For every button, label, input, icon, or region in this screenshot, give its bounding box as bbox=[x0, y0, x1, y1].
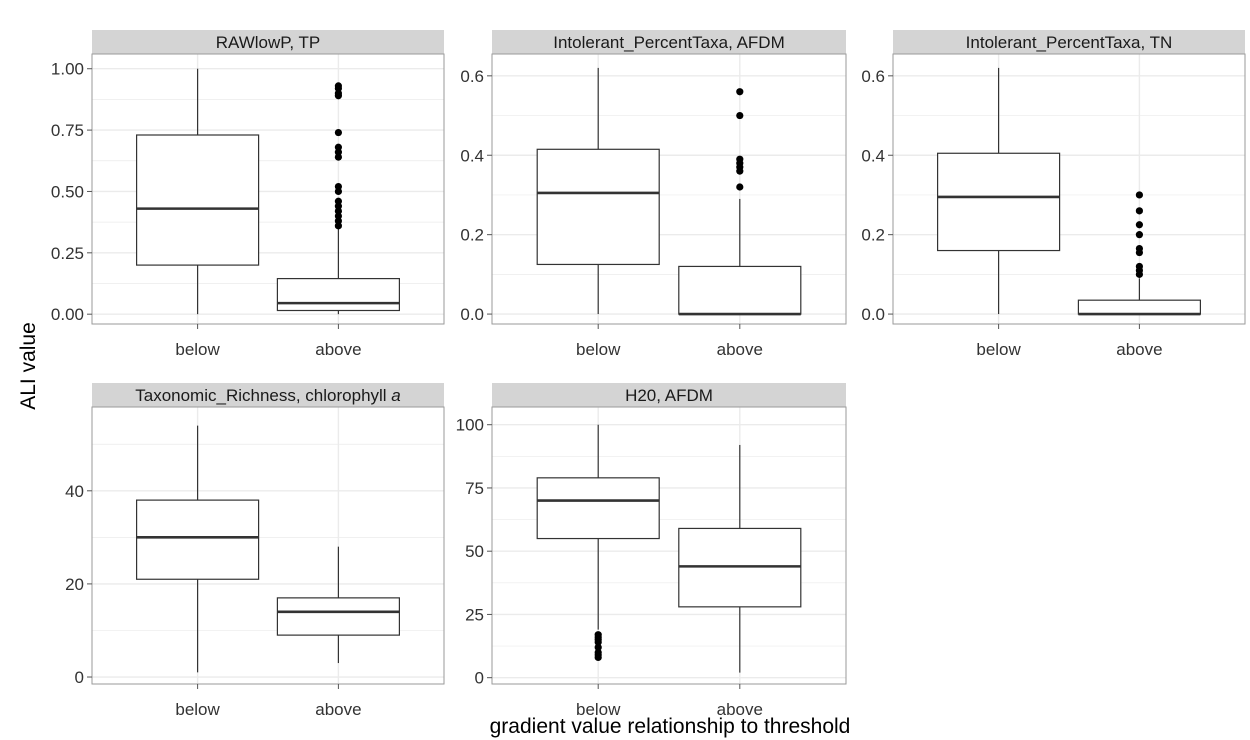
facet-strip bbox=[92, 383, 444, 407]
y-tick-label: 100 bbox=[456, 416, 484, 435]
outlier-point bbox=[334, 128, 342, 137]
outlier-point bbox=[1135, 207, 1143, 215]
x-tick-label: below bbox=[576, 700, 621, 719]
panel-border bbox=[491, 53, 847, 325]
y-tick-label: 0.25 bbox=[51, 244, 84, 263]
boxplot-above bbox=[1077, 191, 1202, 316]
y-tick-label: 25 bbox=[465, 605, 484, 624]
facet-strip bbox=[893, 30, 1245, 54]
panel-border bbox=[91, 406, 445, 685]
y-tick-label: 0 bbox=[75, 668, 84, 687]
facet-panel: RAWlowP, TP 0.00 0.25 0.50 0.75 1.00 below abov… bbox=[51, 30, 445, 359]
outlier-point bbox=[736, 155, 744, 163]
outlier-point bbox=[1135, 262, 1143, 271]
x-tick-label: below bbox=[175, 340, 220, 359]
box-body bbox=[136, 134, 260, 266]
box-body bbox=[1077, 299, 1202, 315]
y-axis-label: ALI value bbox=[17, 322, 40, 410]
y-tick-label: 0.0 bbox=[460, 305, 484, 324]
outlier-point bbox=[334, 82, 342, 90]
box-body bbox=[536, 148, 660, 266]
panel-border bbox=[892, 53, 1246, 325]
facet-panel: Intolerant_PercentTaxa, AFDM 0.0 0.2 0.4 0.6… bbox=[460, 30, 847, 359]
box-body bbox=[536, 477, 660, 540]
gridlines bbox=[893, 54, 1245, 324]
y-tick-label: 0.0 bbox=[861, 305, 885, 324]
boxplot-below bbox=[536, 67, 660, 315]
outlier-point bbox=[594, 643, 602, 651]
x-axis-label: gradient value relationship to threshold bbox=[489, 715, 851, 738]
facet-title: Taxonomic_Richness, chlorophyll a bbox=[135, 386, 401, 405]
facet-panel: Taxonomic_Richness, chlorophyll a 0 20 40 be… bbox=[65, 383, 445, 719]
outlier-point bbox=[1135, 244, 1143, 253]
x-tick-label: above bbox=[315, 340, 361, 359]
facet-title-main: Taxonomic_Richness, chlorophyll bbox=[135, 386, 391, 405]
facet-title: RAWlowP, TP bbox=[216, 33, 321, 52]
x-tick-label: below bbox=[175, 700, 220, 719]
boxplot-above bbox=[276, 546, 400, 664]
boxplot-below bbox=[136, 68, 260, 315]
outlier-point bbox=[334, 143, 342, 151]
y-tick-label: 75 bbox=[465, 479, 484, 498]
outlier-point bbox=[334, 197, 342, 205]
boxplot-above bbox=[678, 444, 802, 673]
x-tick-label: above bbox=[1116, 340, 1162, 359]
y-tick-label: 0.4 bbox=[861, 146, 885, 165]
box-body bbox=[136, 499, 260, 580]
x-tick-label: above bbox=[717, 700, 763, 719]
y-tick-label: 0.4 bbox=[460, 146, 484, 165]
x-tick-label: below bbox=[576, 340, 621, 359]
x-tick-label: below bbox=[976, 340, 1021, 359]
y-tick-label: 0.00 bbox=[51, 305, 84, 324]
outlier-point bbox=[594, 648, 602, 656]
outlier-point bbox=[736, 111, 744, 120]
x-tick-label: above bbox=[315, 700, 361, 719]
y-tick-label: 40 bbox=[65, 482, 84, 501]
y-tick-label: 0.75 bbox=[51, 121, 84, 140]
outlier-point bbox=[736, 183, 744, 191]
boxplot-above bbox=[276, 82, 400, 315]
facet-strip bbox=[492, 383, 846, 407]
facet-panel: Intolerant_PercentTaxa, TN 0.0 0.2 0.4 0.6 be… bbox=[861, 30, 1246, 359]
facet-title: Intolerant_PercentTaxa, TN bbox=[966, 33, 1173, 52]
box-body bbox=[678, 265, 802, 315]
outlier-point bbox=[594, 631, 602, 639]
facet-title: H20, AFDM bbox=[625, 386, 713, 405]
y-tick-label: 0.6 bbox=[861, 67, 885, 86]
y-tick-label: 0 bbox=[475, 669, 484, 688]
box-body bbox=[276, 277, 400, 312]
facet-strip bbox=[492, 30, 846, 54]
boxplot-below bbox=[136, 425, 260, 673]
facet-panel: H20, AFDM 0 25 50 75 100 below above bbox=[456, 383, 847, 719]
boxplot-above bbox=[678, 88, 802, 316]
facet-strip bbox=[92, 30, 444, 54]
y-tick-label: 50 bbox=[465, 542, 484, 561]
boxplot-below bbox=[536, 424, 660, 662]
facet-title-italic: a bbox=[391, 386, 400, 405]
x-tick-label: above bbox=[717, 340, 763, 359]
outlier-point bbox=[1135, 231, 1143, 239]
outlier-point bbox=[1135, 221, 1143, 229]
y-tick-label: 0.6 bbox=[460, 67, 484, 86]
box-body bbox=[936, 152, 1061, 252]
facet-title: Intolerant_PercentTaxa, AFDM bbox=[553, 33, 785, 52]
panel-border bbox=[491, 406, 847, 685]
y-tick-label: 0.2 bbox=[460, 226, 484, 245]
y-tick-label: 1.00 bbox=[51, 60, 84, 79]
boxplot-below bbox=[936, 67, 1061, 315]
outlier-point bbox=[334, 182, 342, 191]
outlier-point bbox=[1135, 191, 1143, 199]
y-tick-label: 0.2 bbox=[861, 226, 885, 245]
panel-border bbox=[91, 53, 445, 325]
box-body bbox=[276, 597, 400, 636]
y-tick-label: 20 bbox=[65, 575, 84, 594]
outlier-point bbox=[736, 88, 744, 96]
y-tick-label: 0.50 bbox=[51, 182, 84, 201]
